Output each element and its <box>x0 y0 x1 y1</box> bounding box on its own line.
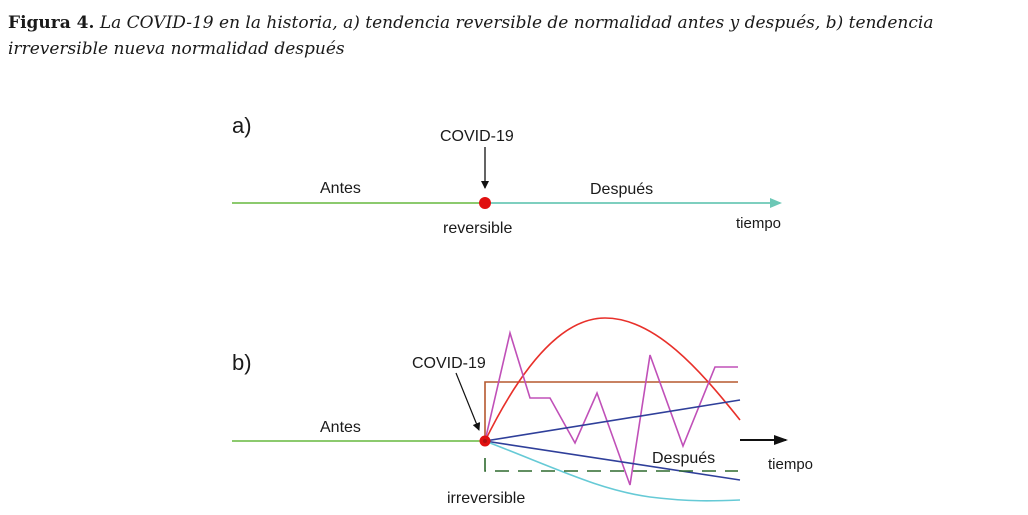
panel-b: b) COVID-19 Antes Después tiempo irrever… <box>232 317 813 507</box>
panel-b-covid-point-core <box>483 439 487 443</box>
panel-b-before-label: Antes <box>320 419 361 436</box>
panel-b-after-label: Después <box>652 450 715 467</box>
panel-b-tag: b) <box>232 350 252 375</box>
panel-a-before-label: Antes <box>320 180 361 197</box>
panel-b-event-arrow <box>455 372 481 431</box>
panel-a-tag: a) <box>232 113 252 138</box>
panel-b-brown-step-line <box>484 381 738 441</box>
panel-b-blue-falling-line <box>484 440 741 481</box>
panel-a-point-label: reversible <box>443 220 512 237</box>
panel-a-axis-label: tiempo <box>736 215 781 232</box>
caption-text: La COVID-19 en la historia, a) tendencia… <box>8 13 934 59</box>
figure-caption: Figura 4. La COVID-19 en la historia, a)… <box>8 10 1020 62</box>
panel-b-blue-rising-line <box>484 399 741 442</box>
panel-a: a) COVID-19 Antes Después reversible tie… <box>232 113 782 237</box>
panel-a-event-label: COVID-19 <box>440 128 514 145</box>
panel-b-teal-curve <box>484 440 741 502</box>
panel-a-after-label: Después <box>590 181 653 198</box>
panel-a-covid-point <box>479 197 491 209</box>
panel-b-point-label: irreversible <box>447 490 525 507</box>
panel-b-red-curve <box>484 317 741 442</box>
panel-b-magenta-zigzag <box>484 329 738 486</box>
panel-b-green-dashed-line <box>484 458 738 472</box>
panel-b-event-label: COVID-19 <box>412 355 486 372</box>
caption-lead: Figura 4. <box>8 13 95 33</box>
panel-b-axis-label: tiempo <box>768 456 813 473</box>
